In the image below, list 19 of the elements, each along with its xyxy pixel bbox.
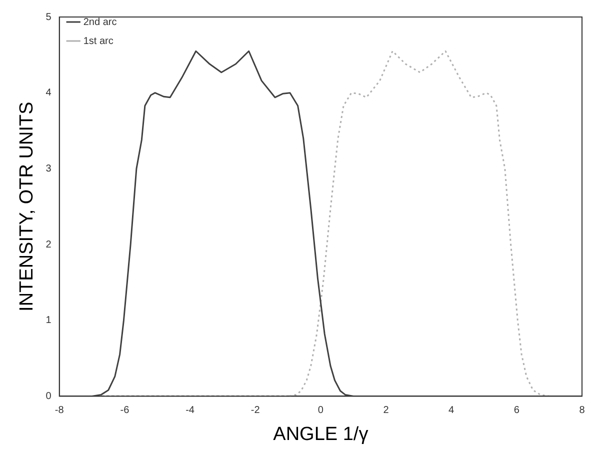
legend-label: 1st arc <box>83 36 114 47</box>
x-tick-label: -8 <box>54 404 64 416</box>
x-tick-label: 0 <box>318 404 324 416</box>
x-tick-label: -2 <box>250 404 260 416</box>
x-tick-label: -6 <box>120 404 130 416</box>
x-tick-label: -4 <box>186 404 195 416</box>
y-tick-label: 5 <box>46 12 52 23</box>
x-axis-title: ANGLE 1/γ <box>273 424 369 445</box>
y-tick-label: 4 <box>46 88 52 99</box>
y-tick-label: 1 <box>46 315 52 326</box>
y-axis-title: INTENSITY, OTR UNITS <box>16 102 38 312</box>
x-tick-label: 2 <box>383 404 390 416</box>
x-tick-label: 6 <box>514 404 520 416</box>
x-tick-label: 4 <box>448 404 455 416</box>
y-tick-label: 0 <box>46 390 52 402</box>
y-tick-label: 3 <box>46 163 52 174</box>
y-tick-label: 2 <box>46 239 52 250</box>
x-tick-label: 8 <box>579 404 586 416</box>
legend-label: 2nd arc <box>83 16 117 28</box>
